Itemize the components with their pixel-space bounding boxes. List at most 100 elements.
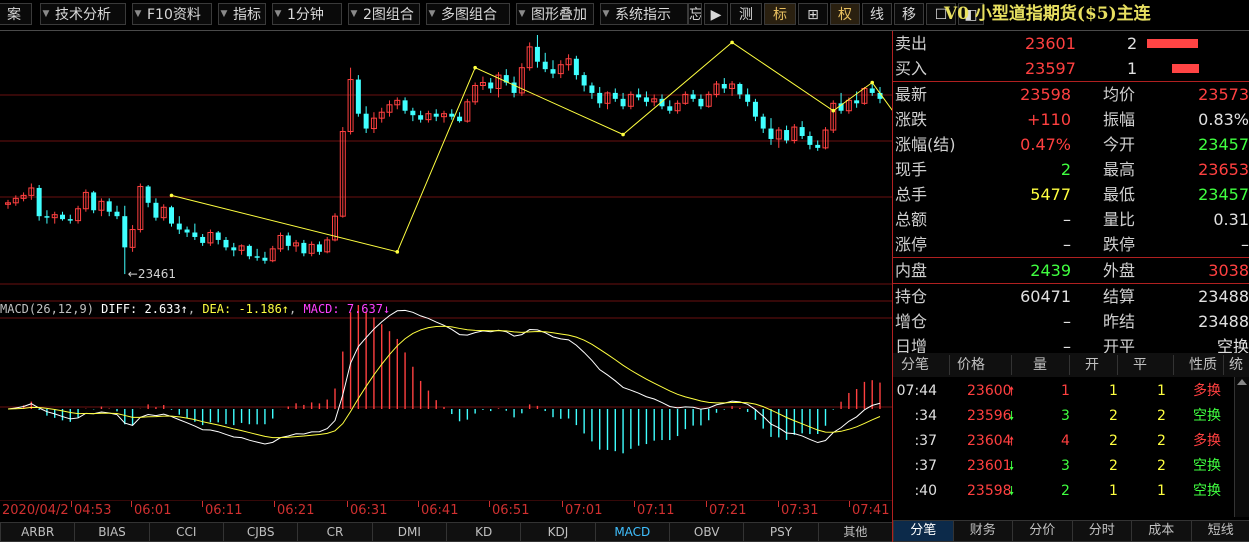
- toolbar-button-label: 指标: [233, 7, 261, 23]
- toolbar-button-6[interactable]: ▼ 多图组合: [426, 3, 510, 25]
- time-tick: [347, 501, 348, 507]
- indicator-tab[interactable]: CJBS: [223, 522, 299, 542]
- tick-header-cell[interactable]: 统: [1229, 357, 1243, 373]
- time-label: 06:51: [492, 503, 530, 518]
- indicator-tab[interactable]: OBV: [669, 522, 745, 542]
- toolbar-button-18[interactable]: ◧: [958, 3, 984, 25]
- toolbar-button-2[interactable]: ▼ F10资料: [132, 3, 212, 25]
- toolbar-button-0[interactable]: 案: [0, 3, 32, 25]
- toolbar-button-5[interactable]: ▼ 2图组合: [348, 3, 420, 25]
- toolbar-button-8[interactable]: ▼ 系统指示: [600, 3, 688, 25]
- tick-open: 1: [1109, 483, 1118, 499]
- bottom-tab[interactable]: 成本: [1131, 520, 1192, 542]
- quote-label: 最新: [895, 85, 928, 104]
- candle-body-up: [651, 98, 658, 103]
- sell-volume-bar: [1147, 39, 1198, 48]
- bottom-tab[interactable]: 短线: [1190, 520, 1249, 542]
- quote-label: 持仓: [895, 287, 928, 306]
- tick-scrollbar[interactable]: [1234, 377, 1249, 517]
- candle-body-up: [347, 79, 354, 133]
- indicator-tab[interactable]: CR: [297, 522, 373, 542]
- tick-open: 2: [1109, 458, 1118, 474]
- toolbar-button-17[interactable]: ☐: [926, 3, 956, 25]
- tick-header-cell[interactable]: 开: [1085, 357, 1099, 373]
- candle-body-up: [557, 64, 564, 75]
- toolbar-button-13[interactable]: ⊞: [798, 3, 828, 25]
- indicator-tab[interactable]: PSY: [743, 522, 819, 542]
- buy-price: 23597: [1025, 59, 1076, 78]
- candle-body-down: [799, 127, 805, 136]
- toolbar-button-9[interactable]: 忘: [688, 3, 702, 25]
- toolbar-button-label: 系统指示: [615, 7, 671, 23]
- tick-volume: 4: [1061, 433, 1070, 449]
- indicator-tab[interactable]: BIAS: [74, 522, 150, 542]
- time-tick: [131, 501, 132, 507]
- candle-body-down: [667, 106, 673, 111]
- candle-body-down: [457, 116, 463, 122]
- bottom-tab[interactable]: 分价: [1012, 520, 1073, 542]
- toolbar-button-4[interactable]: ▼ 1分钟: [272, 3, 342, 25]
- toolbar-button-1[interactable]: ▼ 技术分析: [40, 3, 126, 25]
- toolbar-button-7[interactable]: ▼ 图形叠加: [516, 3, 594, 25]
- candle-body-down: [223, 239, 229, 248]
- quote-label: 昨结: [1103, 312, 1136, 331]
- toolbar-button-16[interactable]: 移: [894, 3, 924, 25]
- tick-close: 2: [1157, 433, 1166, 449]
- tick-nature: 多换: [1193, 433, 1221, 449]
- indicator-tab[interactable]: 其他: [817, 522, 893, 542]
- candle-body-up: [98, 200, 105, 211]
- time-tick: [706, 501, 707, 507]
- toolbar-button-label: 技术分析: [55, 7, 111, 23]
- tick-header-cell[interactable]: 价格: [957, 357, 985, 373]
- candle-body-down: [215, 232, 221, 240]
- toolbar-button-3[interactable]: ▼ 指标: [218, 3, 266, 25]
- toolbar-button-10[interactable]: ▶: [704, 3, 728, 25]
- indicator-tab[interactable]: MACD: [594, 522, 670, 542]
- indicator-tab[interactable]: KD: [446, 522, 522, 542]
- quote-value: 0.31: [1213, 210, 1249, 229]
- chart-area[interactable]: ←23461: [0, 31, 892, 501]
- candle-body-down: [752, 101, 758, 117]
- indicator-tab[interactable]: KDJ: [520, 522, 596, 542]
- zigzag-point: [831, 108, 836, 113]
- quote-row: 内盘 2439 外盘 3038: [893, 258, 1249, 283]
- bottom-tab[interactable]: 分时: [1071, 520, 1132, 542]
- dropdown-arrow-icon: ▼: [274, 9, 282, 19]
- tick-header-cell[interactable]: 性质: [1189, 357, 1217, 373]
- candle-body-down: [550, 69, 556, 74]
- tick-table-header: 分笔 价格 量 开 平 性质统: [893, 353, 1249, 377]
- tick-nature: 空换: [1193, 483, 1221, 499]
- candle-body-down: [877, 92, 883, 99]
- tick-header-cell[interactable]: 平: [1133, 357, 1147, 373]
- header-divider: [1069, 355, 1070, 375]
- toolbar-button-11[interactable]: 测: [730, 3, 762, 25]
- tick-header-cell[interactable]: 分笔: [901, 357, 929, 373]
- indicator-tab[interactable]: ARBR: [0, 522, 76, 542]
- time-axis: 2020/04/2 04:53 06:01 06:11 06:21 06:31 06:41 0…: [0, 501, 892, 521]
- scroll-up-icon[interactable]: [1237, 379, 1247, 385]
- indicator-tab[interactable]: CCI: [148, 522, 224, 542]
- candle-body-down: [363, 113, 369, 129]
- quote-value: 0.83%: [1198, 110, 1249, 129]
- quote-row: 最新 23598 均价 23573: [893, 82, 1249, 107]
- header-divider: [949, 355, 950, 375]
- quote-row: 涨停 – 跌停 –: [893, 232, 1249, 257]
- toolbar-button-14[interactable]: 权: [830, 3, 860, 25]
- tick-open: 2: [1109, 433, 1118, 449]
- candle-body-up: [729, 83, 736, 89]
- bottom-tab[interactable]: 分笔: [893, 520, 954, 542]
- dropdown-arrow-icon: ▼: [518, 9, 526, 19]
- bottom-tab[interactable]: 财务: [952, 520, 1013, 542]
- tick-price: 23596: [967, 408, 1012, 424]
- divider: [893, 257, 1249, 258]
- toolbar-button-12[interactable]: 标: [764, 3, 796, 25]
- candle-body-down: [760, 116, 766, 129]
- time-label: 06:31: [350, 503, 388, 518]
- toolbar-button-label: 忘: [689, 7, 702, 23]
- header-divider: [1223, 355, 1224, 375]
- tick-header-cell[interactable]: 量: [1033, 357, 1047, 373]
- indicator-tab[interactable]: DMI: [371, 522, 447, 542]
- toolbar-button-15[interactable]: 线: [862, 3, 892, 25]
- candle-body-down: [418, 115, 424, 120]
- quote-value: 23598: [1020, 85, 1071, 104]
